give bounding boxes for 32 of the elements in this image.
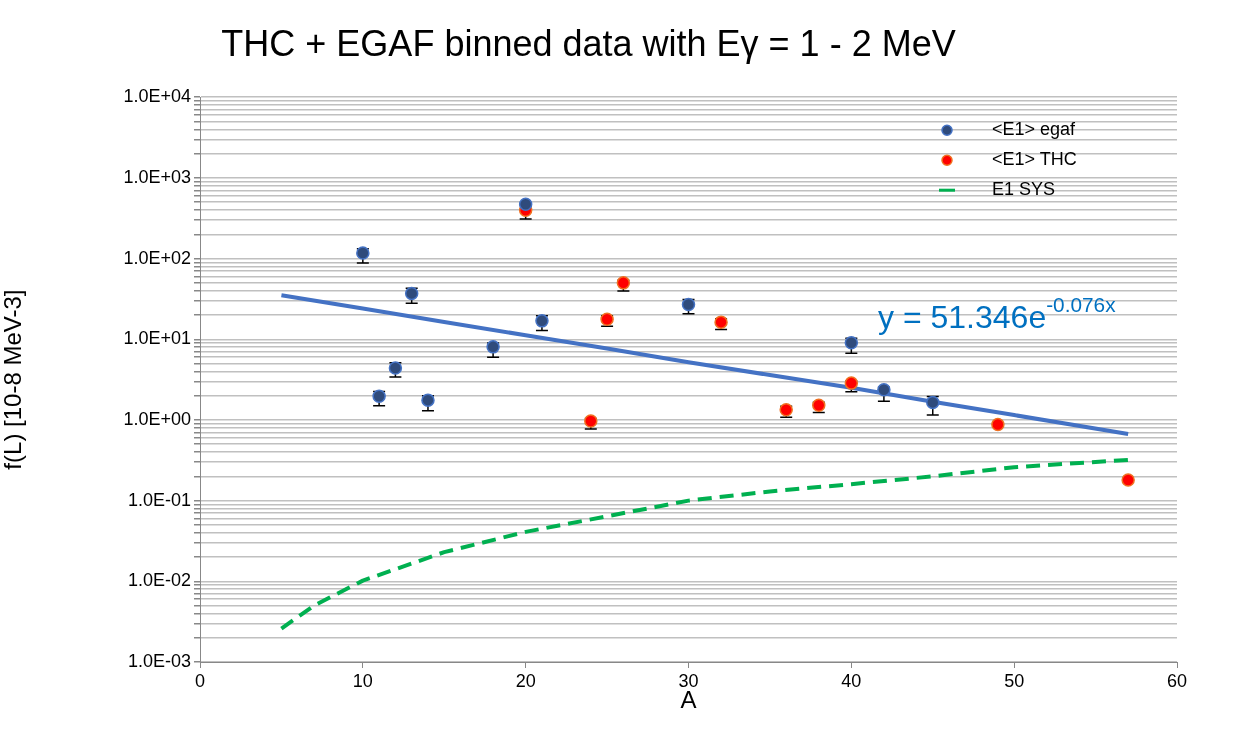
- point: [535, 314, 549, 328]
- x-tick-label: 0: [194, 670, 206, 691]
- y-axis-title: f(L) [10-8 MeV-3]: [0, 289, 27, 470]
- y-tick-label: 1.0E+01: [123, 328, 191, 349]
- y-tick-label: 1.0E-02: [127, 570, 191, 591]
- y-tick-label: 1.0E+03: [123, 166, 191, 187]
- x-tick-label: 10: [352, 670, 373, 691]
- point: [518, 197, 533, 211]
- x-tick-label: 20: [515, 670, 536, 691]
- point: [372, 389, 386, 403]
- point: [844, 335, 859, 350]
- y-tick-label: 1.0E-01: [127, 489, 191, 510]
- x-tick-label: 50: [1004, 670, 1025, 691]
- y-tick-label: 1.0E-03: [127, 650, 191, 671]
- point: [486, 340, 500, 354]
- point: [356, 246, 370, 260]
- line-series: [279, 457, 1131, 631]
- y-tick-label: 1.0E+04: [123, 86, 191, 107]
- y-tick-label: 1.0E+00: [123, 408, 191, 429]
- legend-label: E1 SYS: [992, 179, 1056, 200]
- legend-label: <E1> THC: [992, 149, 1077, 170]
- chart-title: THC + EGAF binned data with Eγ = 1 - 2 MeV: [221, 22, 956, 64]
- point: [1121, 473, 1135, 487]
- point: [877, 382, 891, 397]
- point: [991, 417, 1005, 432]
- x-tick-label: 40: [841, 670, 862, 691]
- legend-label: <E1> egaf: [992, 119, 1077, 140]
- y-tick-label: 1.0E+02: [123, 247, 191, 268]
- point: [926, 395, 940, 410]
- point: [844, 376, 859, 390]
- x-tick-label: 60: [1166, 670, 1188, 691]
- point: [421, 393, 435, 407]
